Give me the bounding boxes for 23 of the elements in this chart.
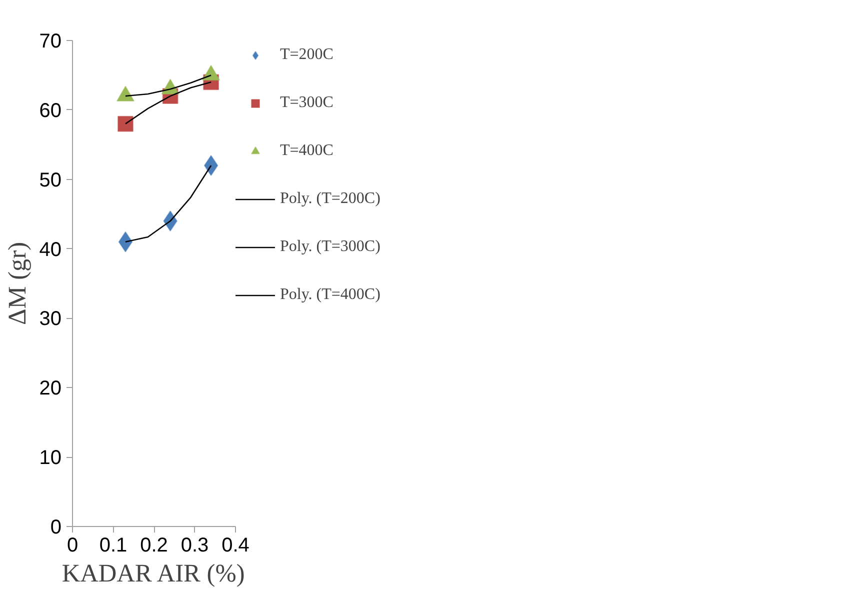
legend-label: T=400C [280, 141, 334, 161]
legend-label: Poly. (T=200C) [280, 189, 380, 209]
y-tick-label: 60 [39, 100, 62, 122]
point [117, 116, 134, 132]
point [202, 64, 220, 81]
y-tick-label: 0 [50, 516, 62, 538]
y-tick-label: 20 [39, 378, 62, 400]
y-axis-title: ΔM (gr) [3, 242, 32, 326]
y-tick-label: 40 [39, 238, 62, 261]
y-tick-label: 30 [39, 308, 62, 330]
legend-label: T=300C [280, 93, 334, 113]
x-tick-label: 0.2 [140, 534, 168, 556]
legend-label: Poly. (T=400C) [280, 285, 380, 305]
legend-label: T=200C [280, 45, 334, 65]
legend-label: Poly. (T=300C) [280, 237, 380, 257]
x-axis-title: KADAR AIR (%) [62, 560, 245, 588]
y-tick-label: 10 [39, 447, 62, 470]
x-tick-label: 0.1 [99, 534, 128, 556]
y-tick-label: 50 [39, 169, 62, 192]
y-tick-label: 70 [39, 30, 62, 52]
x-tick-label: 0 [66, 534, 78, 556]
x-tick-label: 0.3 [180, 534, 209, 556]
x-tick-label: 0.4 [222, 534, 250, 556]
